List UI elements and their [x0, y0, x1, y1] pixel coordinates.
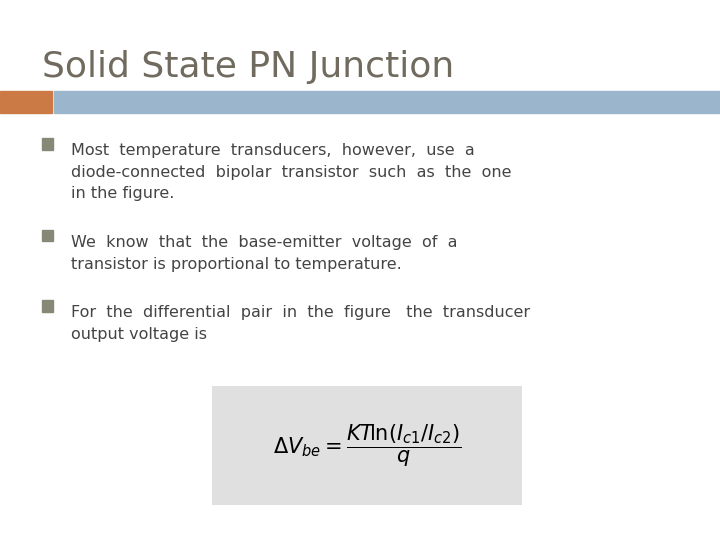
Bar	[42, 230, 53, 241]
Bar	[0, 91, 52, 113]
Text: We  know  that  the  base-emitter  voltage  of  a
transistor is proportional to : We know that the base-emitter voltage of…	[71, 235, 457, 272]
Bar	[54, 91, 720, 113]
Text: For  the  differential  pair  in  the  figure   the  transducer
output voltage i: For the differential pair in the figure …	[71, 305, 530, 342]
Text: Most  temperature  transducers,  however,  use  a
diode-connected  bipolar  tran: Most temperature transducers, however, u…	[71, 143, 511, 201]
Bar	[42, 138, 53, 150]
Bar	[42, 300, 53, 312]
FancyBboxPatch shape	[212, 386, 522, 505]
Text: Solid State PN Junction: Solid State PN Junction	[42, 51, 454, 84]
Text: $\Delta V_{be} = \dfrac{KT\!\ln(I_{c1}/I_{c2})}{q}$: $\Delta V_{be} = \dfrac{KT\!\ln(I_{c1}/I…	[273, 422, 462, 469]
